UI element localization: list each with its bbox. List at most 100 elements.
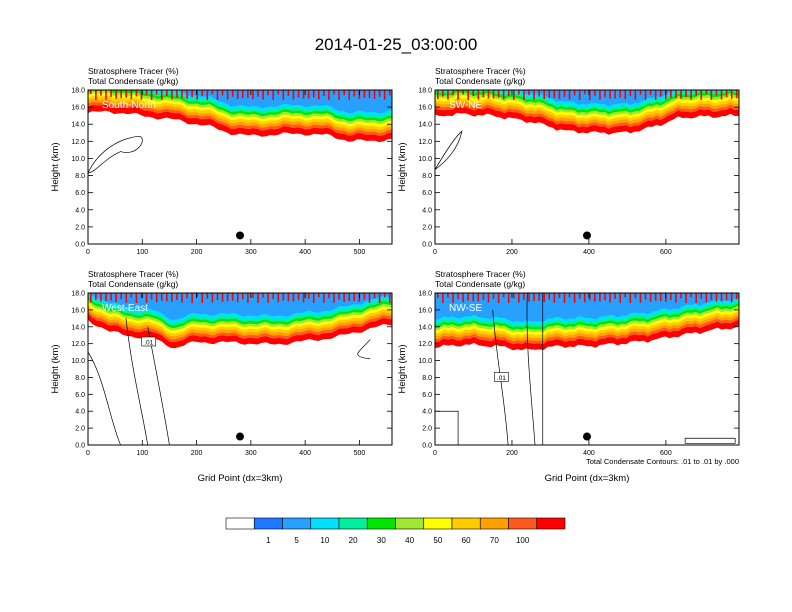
colorbar-box <box>508 517 538 530</box>
tracer-fringe <box>115 90 117 99</box>
tracer-fringe <box>378 293 381 303</box>
tracer-fringe <box>383 293 386 298</box>
tracer-fringe <box>302 90 305 99</box>
tracer-bands <box>88 293 392 349</box>
tracer-fringe <box>201 90 204 96</box>
condensate-contour-line <box>88 135 143 174</box>
tracer-fringe <box>614 293 616 299</box>
panel-name: NW-SE <box>449 303 482 314</box>
tracer-fringe <box>502 90 505 100</box>
tracer-fringe <box>594 90 596 96</box>
y-tick-label: 4.0 <box>75 409 85 416</box>
tracer-fringe <box>196 90 198 100</box>
tracer-fringe <box>680 293 682 299</box>
panel-title-line2: Total Condensate (g/kg) <box>435 76 525 86</box>
tracer-fringe <box>462 90 464 95</box>
tracer-fringe <box>155 90 158 95</box>
y-tick-label: 2.0 <box>75 426 85 433</box>
colorbar-label: 50 <box>433 536 442 545</box>
tracer-fringe <box>477 90 480 100</box>
tracer-fringe <box>690 293 692 298</box>
tracer-fringe <box>292 293 295 302</box>
tracer-fringe <box>543 90 545 100</box>
tracer-level-1 <box>435 90 739 107</box>
tracer-fringe <box>609 293 611 303</box>
tracer-fringe <box>176 90 178 98</box>
tracer-fringe <box>614 90 616 99</box>
tracer-level-1 <box>435 293 739 322</box>
tracer-fringe <box>130 90 133 100</box>
tracer-fringe <box>277 90 280 95</box>
tracer-fringe <box>206 90 209 100</box>
tracer-fringe <box>523 90 525 100</box>
x-tick-label: 400 <box>583 450 595 457</box>
panel-title-line2: Total Condensate (g/kg) <box>88 279 178 289</box>
y-tick-label: 0.0 <box>422 242 432 249</box>
colorbar-label: 60 <box>462 536 471 545</box>
x-tick-label: 300 <box>245 450 257 457</box>
tracer-fringe <box>216 90 219 100</box>
tracer-fringe <box>685 90 687 97</box>
tracer-fringe <box>589 90 591 100</box>
tracer-fringe <box>135 293 138 303</box>
tracer-fringe <box>150 293 153 300</box>
tracer-fringe <box>302 293 305 303</box>
tracer-fringe <box>548 293 551 300</box>
tracer-fringe <box>472 90 475 96</box>
x-tick-label: 100 <box>136 450 148 457</box>
y-tick-label: 8.0 <box>75 375 85 382</box>
tracer-fringe <box>649 293 652 303</box>
tracer-fringe <box>715 90 718 96</box>
tracer-fringe <box>543 293 545 303</box>
tracer-fringe <box>231 293 234 301</box>
tracer-fringe <box>186 293 188 299</box>
tracer-fringe <box>563 293 566 303</box>
tracer-fringe <box>328 90 330 100</box>
x-tick-label: 600 <box>660 249 672 256</box>
tracer-fringe <box>720 90 723 100</box>
panel-sw-ne: Stratosphere Tracer (%)Total Condensate … <box>397 66 740 256</box>
condensate-contour-line <box>435 130 463 170</box>
y-tick-label: 12.0 <box>418 139 432 146</box>
panel-title-line1: Stratosphere Tracer (%) <box>88 269 179 279</box>
y-axis: 0.0 2.0 4.0 6.0 8.0 10.0 12.0 14.0 16.0 18.0 Heigh… <box>397 291 739 450</box>
tracer-fringe <box>236 293 239 303</box>
y-tick-label: 10.0 <box>418 358 432 365</box>
tracer-fringe <box>221 90 224 96</box>
condensate-contours <box>88 135 143 174</box>
y-tick-label: 6.0 <box>422 392 432 399</box>
plot-frame <box>434 89 740 245</box>
tracer-fringe <box>166 293 168 302</box>
y-axis: 0.0 2.0 4.0 6.0 8.0 10.0 12.0 14.0 16.0 18.0 Heigh… <box>397 88 739 249</box>
tracer-fringe <box>100 293 102 302</box>
tracer-fringe <box>388 90 391 96</box>
tracer-fringe <box>629 90 632 97</box>
y-tick-label: 2.0 <box>75 224 85 231</box>
y-tick-label: 12.0 <box>71 139 85 146</box>
tracer-fringe <box>383 90 386 100</box>
x-tick-label: 200 <box>506 450 518 457</box>
tracer-fringe <box>730 293 733 303</box>
tracer-fringe <box>599 90 601 100</box>
cross-section-marker <box>236 432 244 441</box>
x-tick-label: 300 <box>245 249 257 256</box>
tracer-fringe <box>272 90 274 100</box>
tracer-fringe <box>140 293 143 298</box>
tracer-fringe <box>477 293 480 302</box>
y-tick-label: 4.0 <box>75 207 85 214</box>
tracer-fringe <box>568 293 571 298</box>
tracer-fringe <box>538 90 540 97</box>
tracer-level-1 <box>88 90 392 114</box>
tracer-fringe <box>145 90 148 95</box>
cross-section-marker <box>583 231 591 240</box>
tracer-fringe <box>333 293 335 303</box>
tracer-fringe <box>323 90 325 96</box>
colorbar-box <box>253 517 283 530</box>
tracer-fringe <box>710 293 713 301</box>
panels-group: Stratosphere Tracer (%)Total Condensate … <box>50 66 740 484</box>
tracer-fringe <box>705 90 708 95</box>
colorbar-box <box>338 517 368 530</box>
tracer-fringe <box>482 90 485 98</box>
tracer-fringe <box>452 293 454 303</box>
panel-title-line2: Total Condensate (g/kg) <box>435 279 525 289</box>
